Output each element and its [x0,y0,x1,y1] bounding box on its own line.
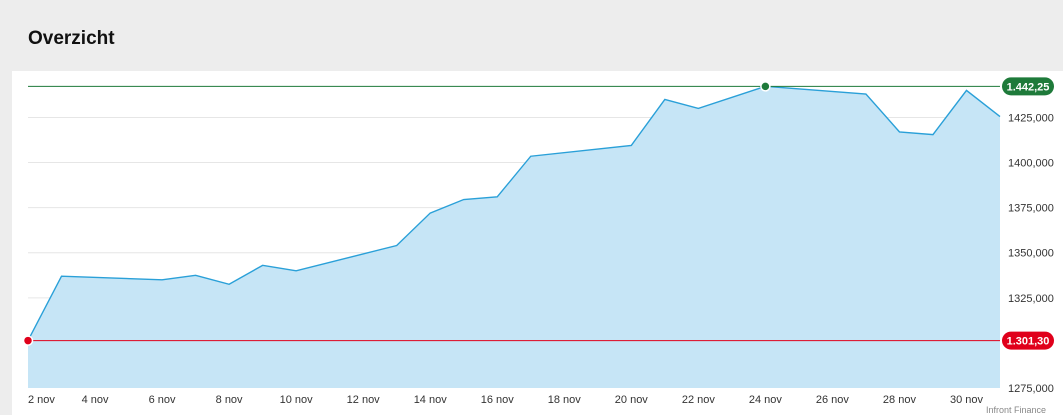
x-tick-label: 6 nov [149,394,176,406]
x-tick-label: 4 nov [82,394,109,406]
data-point[interactable] [193,272,199,278]
x-tick-label: 24 nov [749,394,783,406]
x-tick-label: 26 nov [816,394,850,406]
data-point[interactable] [997,114,1003,120]
low-marker [22,335,34,346]
data-point[interactable] [896,129,902,135]
y-tick-label: 1400,000 [1008,158,1054,170]
data-point[interactable] [394,243,400,249]
y-tick-label: 1350,000 [1008,248,1054,260]
x-tick-label: 8 nov [216,394,243,406]
low-badge-label: 1.301,30 [1007,336,1050,348]
data-point[interactable] [427,210,433,216]
x-tick-label: 18 nov [548,394,582,406]
area-chart[interactable]: 1425,000 1400,000 1375,000 1350,000 1325,000… [12,71,1063,415]
data-point[interactable] [863,91,869,97]
data-point[interactable] [930,132,936,138]
chart-panel: 1425,000 1400,000 1375,000 1350,000 1325,000… [12,71,1063,415]
data-point[interactable] [662,96,668,102]
data-point[interactable] [59,273,65,279]
x-tick-label: 20 nov [615,394,649,406]
data-point[interactable] [963,87,969,93]
high-marker [760,81,771,92]
page-title: Overzicht [28,28,115,49]
x-tick-label: 28 nov [883,394,917,406]
data-point[interactable] [695,105,701,111]
header: Overzicht [0,0,1063,71]
data-point[interactable] [494,194,500,200]
data-point[interactable] [293,268,299,274]
x-tick-label: 22 nov [682,394,716,406]
x-tick-label: 10 nov [280,394,314,406]
area-fill [28,86,1000,389]
data-source-credit: Infront Finance [986,405,1046,415]
data-point[interactable] [159,277,165,283]
x-tick-label: 30 nov [950,394,984,406]
y-tick-label: 1325,000 [1008,293,1054,305]
data-point[interactable] [260,262,266,268]
x-tick-label: 2 nov [28,394,55,406]
x-tick-label: 12 nov [347,394,381,406]
data-point[interactable] [461,197,467,203]
x-tick-label: 14 nov [414,394,448,406]
data-point[interactable] [226,281,232,287]
data-point[interactable] [628,142,634,148]
high-badge [1002,77,1054,96]
series-line[interactable] [27,85,1001,341]
y-tick-label: 1275,000 [1008,383,1054,395]
y-tick-label: 1375,000 [1008,203,1054,215]
high-badge-label: 1.442,25 [1007,81,1050,93]
low-badge [1002,331,1054,350]
x-tick-label: 16 nov [481,394,515,406]
data-point[interactable] [528,153,534,159]
y-tick-label: 1425,000 [1008,112,1054,124]
